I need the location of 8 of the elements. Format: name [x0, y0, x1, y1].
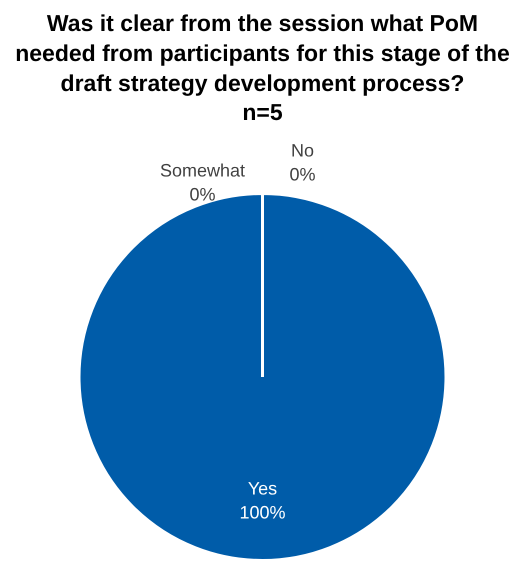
category-label: Somewhat — [160, 160, 246, 180]
chart-title: Was it clear from the session what PoM needed from participants for this stage of the draft strategy development process? — [14, 9, 511, 98]
text: 0% — [289, 164, 316, 184]
category-label: No — [290, 140, 314, 160]
data-label: 100% — [239, 502, 286, 523]
slice-label: Yes — [248, 478, 278, 499]
chart-subtitle: n=5 — [241, 98, 284, 126]
text: 0% — [189, 184, 216, 204]
